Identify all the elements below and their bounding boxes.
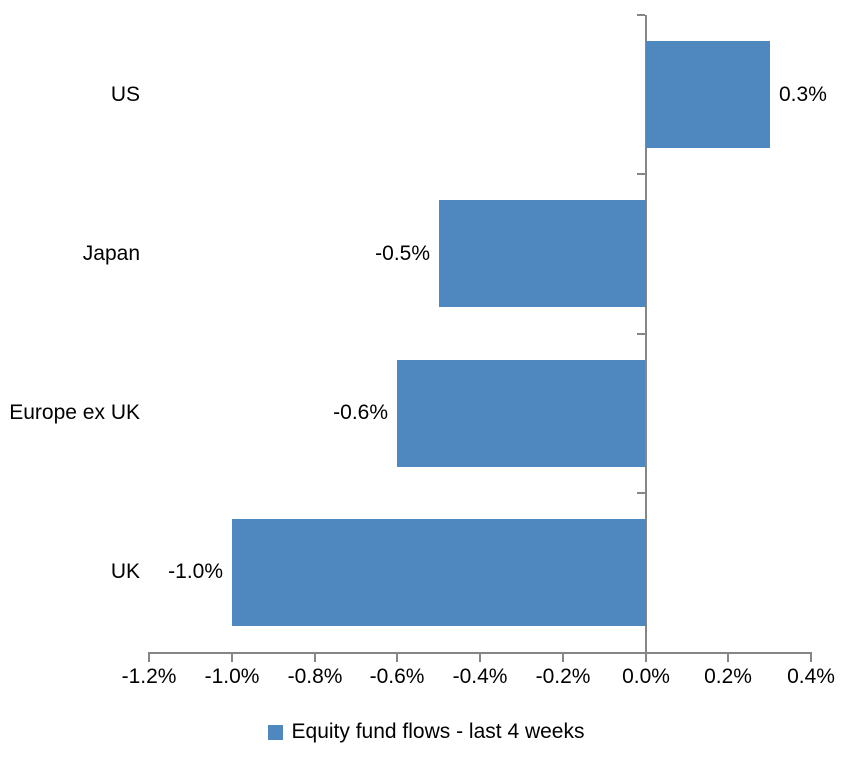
data-label: -0.5% [375, 242, 430, 265]
legend-label: Equity fund flows - last 4 weeks [291, 720, 585, 743]
x-tick-label: -0.6% [369, 665, 425, 688]
data-label: 0.3% [779, 83, 827, 106]
data-label: -0.6% [333, 401, 388, 424]
legend: Equity fund flows - last 4 weeks [0, 718, 852, 746]
x-axis-tick-mark [396, 652, 398, 662]
legend-swatch-icon [267, 724, 283, 740]
bar-uk [232, 519, 646, 626]
x-axis-tick-mark [562, 652, 564, 662]
x-axis-tick-mark [727, 652, 729, 662]
x-axis-tick-mark [810, 652, 812, 662]
bar-europe-ex-uk [397, 360, 645, 467]
x-tick-label: -1.2% [121, 665, 177, 688]
category-label: US [110, 83, 140, 106]
x-tick-label: -0.4% [452, 665, 508, 688]
category-label: UK [110, 560, 140, 583]
y-axis-tick-mark [637, 173, 645, 175]
x-tick-label: -0.8% [287, 665, 343, 688]
y-axis-tick-mark [637, 492, 645, 494]
x-axis-tick-mark [231, 652, 233, 662]
bar-us [646, 41, 770, 148]
y-axis-tick-mark [637, 14, 645, 16]
x-axis-tick-mark [314, 652, 316, 662]
x-tick-label: -0.2% [535, 665, 591, 688]
y-axis-line [645, 15, 647, 652]
x-tick-label: -1.0% [204, 665, 260, 688]
x-tick-label: 0.4% [787, 665, 835, 688]
data-label: -1.0% [168, 560, 223, 583]
category-label: Japan [82, 242, 140, 265]
x-tick-label: 0.0% [622, 665, 670, 688]
x-axis-tick-mark [148, 652, 150, 662]
category-label: Europe ex UK [9, 401, 140, 424]
y-axis-tick-mark [637, 333, 645, 335]
x-tick-label: 0.2% [704, 665, 752, 688]
x-axis-tick-mark [645, 652, 647, 662]
x-axis-tick-mark [479, 652, 481, 662]
bar-japan [439, 200, 646, 307]
